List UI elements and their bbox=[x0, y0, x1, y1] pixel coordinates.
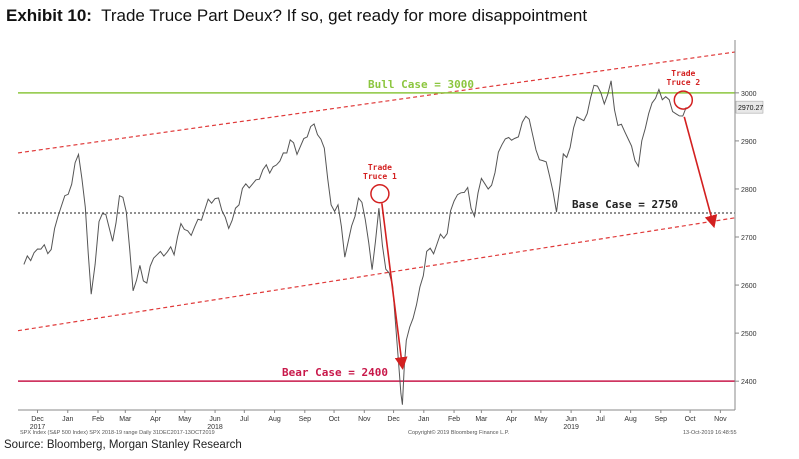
x-tick-label: May bbox=[178, 416, 192, 423]
price-series bbox=[23, 80, 687, 405]
x-year-label: 2018 bbox=[207, 424, 223, 431]
x-tick-label: Apr bbox=[506, 416, 518, 423]
bloomberg-timestamp: 13-Oct-2019 16:48:55 bbox=[683, 430, 737, 436]
x-tick-label: Oct bbox=[329, 416, 340, 423]
x-tick-label: Jul bbox=[596, 416, 605, 423]
exhibit-title: Exhibit 10: Trade Truce Part Deux? If so… bbox=[6, 6, 587, 26]
exhibit-label: Exhibit 10: bbox=[6, 6, 92, 25]
x-tick-label: Mar bbox=[119, 416, 132, 423]
x-tick-label: Jun bbox=[209, 416, 220, 423]
y-tick-label: 2800 bbox=[741, 187, 757, 194]
price-line bbox=[23, 80, 687, 405]
x-tick-label: Dec bbox=[31, 416, 44, 423]
y-tick-label: 2600 bbox=[741, 283, 757, 290]
truce-label-1-line2: Truce 1 bbox=[363, 172, 397, 181]
y-tick-label: 2500 bbox=[741, 331, 757, 338]
scenario-label-1: Base Case = 2750 bbox=[572, 198, 678, 211]
chart-footer: SPX Index (S&P 500 Index) SPX 2018-19 ra… bbox=[20, 429, 737, 436]
truce-circle-2 bbox=[673, 90, 694, 110]
x-tick-label: Aug bbox=[268, 416, 281, 423]
truce-label-2-line2: Truce 2 bbox=[666, 78, 700, 87]
x-tick-label: Jan bbox=[418, 416, 429, 423]
x-tick-label: May bbox=[534, 416, 548, 423]
source-note: Source: Bloomberg, Morgan Stanley Resear… bbox=[4, 439, 242, 451]
x-tick-label: Nov bbox=[358, 416, 371, 423]
x-tick-label: Feb bbox=[448, 416, 460, 423]
channel-upper-line bbox=[17, 51, 736, 154]
x-tick-label: Jul bbox=[240, 416, 249, 423]
scenario-lines: Bull Case = 3000 Base Case = 2750 Bear Cas… bbox=[18, 78, 735, 382]
channel-lines bbox=[17, 51, 736, 332]
x-year-label: 2017 bbox=[30, 424, 46, 431]
truce-label-1-line1: Trade bbox=[368, 163, 392, 172]
last-price-label: 2970.27 bbox=[738, 105, 763, 112]
x-year-label: 2019 bbox=[563, 424, 579, 431]
x-tick-label: Dec bbox=[387, 416, 400, 423]
truce-circle-1 bbox=[370, 184, 390, 204]
bloomberg-copyright: Copyright© 2019 Bloomberg Finance L.P. bbox=[408, 429, 510, 436]
truce-label-2-line1: Trade bbox=[671, 69, 695, 78]
x-tick-label: Mar bbox=[475, 416, 488, 423]
x-tick-label: Oct bbox=[685, 416, 696, 423]
scenario-label-2: Bear Case = 2400 bbox=[282, 366, 388, 379]
last-price-box bbox=[735, 100, 764, 114]
y-tick-label: 2700 bbox=[741, 235, 757, 242]
channel-lower-line bbox=[17, 217, 736, 332]
x-tick-label: Jan bbox=[62, 416, 73, 423]
exhibit-title-text: Trade Truce Part Deux? If so, get ready … bbox=[101, 6, 588, 25]
x-tick-label: Apr bbox=[150, 416, 162, 423]
scenario-label-0: Bull Case = 3000 bbox=[368, 78, 474, 91]
spx-chart: Bull Case = 3000 Base Case = 2750 Bear Cas… bbox=[17, 40, 763, 436]
x-tick-label: Feb bbox=[92, 416, 104, 423]
y-tick-label: 3000 bbox=[741, 91, 757, 98]
y-tick-label: 2900 bbox=[741, 139, 757, 146]
y-tick-label: 2400 bbox=[741, 379, 757, 386]
x-tick-label: Sep bbox=[299, 416, 312, 423]
x-tick-label: Aug bbox=[624, 416, 637, 423]
axes: 2400 2500 2600 2700 2800 2900 3000 Dec Jan Feb Mar… bbox=[18, 40, 763, 431]
x-tick-label: Jun bbox=[565, 416, 576, 423]
projection-arrow-1 bbox=[381, 203, 408, 370]
projection-arrow-2 bbox=[683, 116, 718, 229]
chart-container: Bull Case = 3000 Base Case = 2750 Bear Cas… bbox=[0, 38, 799, 437]
x-tick-label: Sep bbox=[655, 416, 668, 423]
bloomberg-legend: SPX Index (S&P 500 Index) SPX 2018-19 ra… bbox=[20, 430, 215, 436]
x-tick-label: Nov bbox=[714, 416, 727, 423]
